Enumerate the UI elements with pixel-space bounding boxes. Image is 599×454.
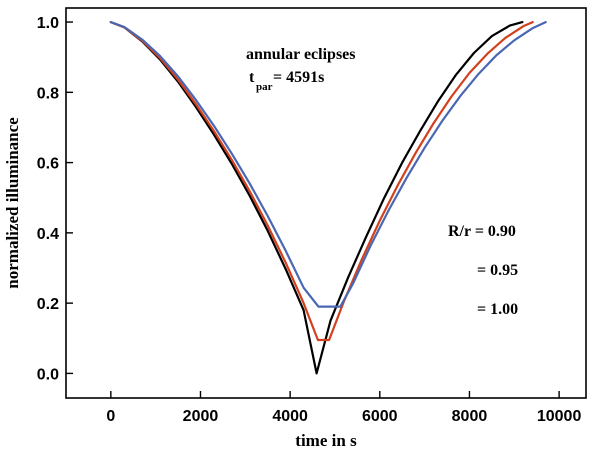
series-line-1 [109, 21, 524, 375]
x-tick-label: 8000 [452, 408, 488, 425]
x-tick-label: 2000 [183, 408, 219, 425]
y-tick-label: 0.8 [37, 85, 59, 102]
series-line-2 [109, 21, 534, 342]
y-axis-ticks: 0.0 0.2 0.4 0.6 0.8 1.0 [37, 15, 73, 383]
ratio-label-2: = 0.95 [477, 262, 518, 279]
x-axis-ticks: 0 2000 4000 6000 8000 10000 [106, 391, 581, 425]
series-layer [109, 21, 547, 375]
y-tick-label: 1.0 [37, 15, 59, 32]
y-tick-label: 0.2 [37, 296, 59, 313]
eclipse-type-annotation: annular eclipses [246, 46, 356, 63]
ratio-label-1: R/r = 0.90 [448, 223, 516, 240]
y-tick-label: 0.4 [37, 226, 59, 243]
ratio-label-3: = 1.00 [477, 301, 518, 318]
x-axis-label: time in s [295, 431, 357, 450]
y-tick-label: 0.6 [37, 156, 59, 173]
x-tick-label: 6000 [362, 408, 398, 425]
y-tick-label: 0.0 [37, 366, 59, 383]
plot-frame [65, 7, 587, 399]
x-tick-label: 10000 [537, 408, 582, 425]
y-axis-label: normalized illuminance [3, 117, 22, 289]
tpar-subscript: par [256, 81, 273, 93]
x-tick-label: 0 [106, 408, 115, 425]
series-line-3 [109, 21, 547, 308]
x-tick-label: 4000 [272, 408, 308, 425]
tpar-value: = 4591s [273, 69, 324, 86]
tpar-symbol: t [249, 69, 255, 86]
